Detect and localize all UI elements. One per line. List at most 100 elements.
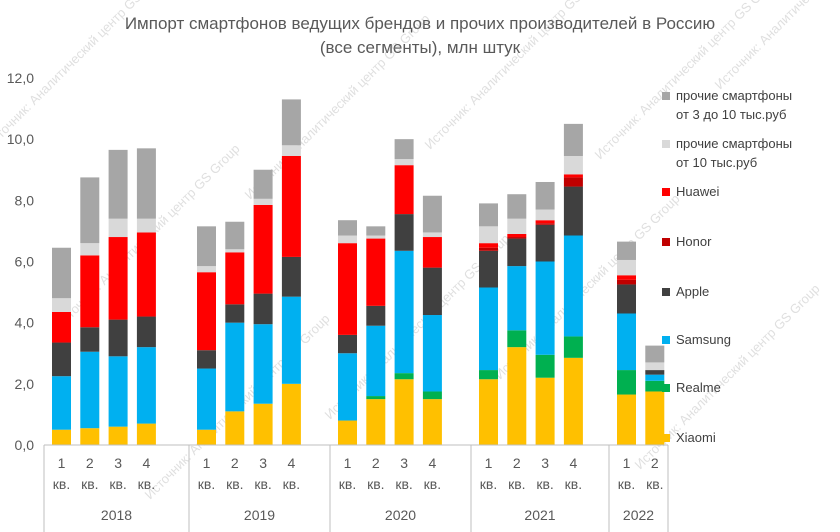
legend-swatch bbox=[662, 384, 670, 392]
legend-item: Xiaomi bbox=[662, 428, 716, 447]
bar-xiaomi bbox=[197, 429, 216, 445]
bar-samsung bbox=[108, 356, 128, 427]
x-year-label: 2018 bbox=[101, 507, 132, 523]
bar-прочие-смартфоны-от-3-до-10-тыс-руб bbox=[338, 220, 357, 236]
bar-samsung bbox=[253, 324, 273, 404]
x-year-label: 2020 bbox=[385, 507, 416, 523]
bar-apple bbox=[617, 284, 636, 314]
bar-прочие-смартфоны-от-3-до-10-тыс-руб bbox=[366, 226, 386, 236]
bar-xiaomi bbox=[366, 399, 386, 445]
bar-apple bbox=[507, 238, 527, 267]
bar-realme bbox=[366, 396, 386, 400]
x-quarter-number: 4 bbox=[570, 455, 578, 471]
bar-xiaomi bbox=[507, 347, 527, 445]
bar-прочие-смартфоны-от-10-тыс-руб bbox=[253, 198, 273, 205]
x-quarter-number: 4 bbox=[288, 455, 296, 471]
bar-huawei bbox=[108, 237, 128, 320]
bar-samsung bbox=[80, 351, 100, 429]
y-tick-label: 12,0 bbox=[7, 70, 34, 86]
bar-realme bbox=[617, 370, 636, 395]
legend-swatch bbox=[662, 288, 670, 296]
legend-swatch bbox=[662, 140, 670, 148]
bar-прочие-смартфоны-от-10-тыс-руб bbox=[197, 266, 216, 273]
bar-apple bbox=[422, 267, 442, 316]
bar-huawei bbox=[422, 237, 442, 268]
bar-прочие-смартфоны-от-3-до-10-тыс-руб bbox=[108, 149, 128, 219]
x-quarter-number: 4 bbox=[429, 455, 437, 471]
bar-huawei bbox=[136, 232, 156, 317]
bar-huawei bbox=[535, 220, 555, 224]
bar-прочие-смартфоны-от-10-тыс-руб bbox=[479, 226, 498, 244]
bar-прочие-смартфоны-от-3-до-10-тыс-руб bbox=[52, 247, 71, 299]
x-quarter-number: 1 bbox=[623, 455, 631, 471]
bar-прочие-смартфоны-от-3-до-10-тыс-руб bbox=[225, 221, 245, 250]
bar-samsung bbox=[479, 287, 498, 371]
y-tick-label: 2,0 bbox=[15, 376, 35, 392]
bar-прочие-смартфоны-от-3-до-10-тыс-руб bbox=[535, 181, 555, 210]
bar-honor bbox=[617, 279, 636, 285]
x-quarter-number: 2 bbox=[651, 455, 659, 471]
bar-apple bbox=[645, 370, 665, 375]
x-quarter-suffix: кв. bbox=[565, 476, 582, 492]
bar-huawei bbox=[479, 243, 498, 248]
x-quarter-number: 3 bbox=[114, 455, 122, 471]
legend-swatch bbox=[662, 336, 670, 344]
legend-label: прочие смартфоны bbox=[676, 88, 793, 103]
bar-honor bbox=[479, 247, 498, 251]
x-quarter-number: 2 bbox=[231, 455, 239, 471]
bar-прочие-смартфоны-от-10-тыс-руб bbox=[136, 218, 156, 233]
bar-apple bbox=[80, 327, 100, 352]
x-quarter-number: 3 bbox=[259, 455, 267, 471]
bar-xiaomi bbox=[52, 429, 71, 445]
chart-title: Импорт смартфонов ведущих брендов и проч… bbox=[124, 14, 716, 33]
bar-samsung bbox=[645, 374, 665, 381]
bar-honor bbox=[535, 223, 555, 225]
bar-прочие-смартфоны-от-10-тыс-руб bbox=[281, 145, 301, 156]
bar-huawei bbox=[52, 311, 71, 343]
x-quarter-suffix: кв. bbox=[395, 476, 412, 492]
bar-прочие-смартфоны-от-3-до-10-тыс-руб bbox=[645, 345, 665, 363]
y-tick-label: 6,0 bbox=[15, 254, 35, 270]
legend-label: Realme bbox=[676, 380, 721, 395]
bar-xiaomi bbox=[394, 379, 414, 445]
bar-realme bbox=[645, 380, 665, 392]
x-quarter-suffix: кв. bbox=[226, 476, 243, 492]
x-quarter-number: 1 bbox=[58, 455, 66, 471]
legend-item: прочие смартфоны от 3 до 10 тыс.руб bbox=[662, 86, 793, 124]
x-quarter-suffix: кв. bbox=[81, 476, 98, 492]
bar-apple bbox=[479, 250, 498, 288]
bar-xiaomi bbox=[108, 426, 128, 445]
bar-xiaomi bbox=[281, 383, 301, 445]
bar-apple bbox=[366, 305, 386, 326]
bar-прочие-смартфоны-от-10-тыс-руб bbox=[52, 298, 71, 312]
bar-honor bbox=[563, 177, 583, 187]
x-quarter-number: 1 bbox=[485, 455, 493, 471]
x-quarter-number: 4 bbox=[143, 455, 151, 471]
bar-прочие-смартфоны-от-3-до-10-тыс-руб bbox=[136, 148, 156, 219]
x-quarter-suffix: кв. bbox=[618, 476, 635, 492]
bar-huawei bbox=[338, 243, 357, 335]
bar-samsung bbox=[225, 322, 245, 412]
legend-item: Samsung bbox=[662, 330, 731, 349]
bar-apple bbox=[394, 214, 414, 251]
bar-прочие-смартфоны-от-10-тыс-руб bbox=[535, 209, 555, 221]
legend-label: Samsung bbox=[676, 332, 731, 347]
x-year-label: 2019 bbox=[244, 507, 275, 523]
chart-subtitle: (все сегменты), млн штук bbox=[319, 38, 521, 57]
bar-realme bbox=[479, 370, 498, 380]
bar-apple bbox=[197, 350, 216, 369]
x-quarter-suffix: кв. bbox=[53, 476, 70, 492]
legend-swatch bbox=[662, 188, 670, 196]
bar-huawei bbox=[253, 204, 273, 294]
legend-item: Apple bbox=[662, 282, 709, 301]
bar-xiaomi bbox=[225, 411, 245, 445]
x-quarter-suffix: кв. bbox=[646, 476, 663, 492]
x-quarter-number: 2 bbox=[86, 455, 94, 471]
bar-прочие-смартфоны-от-10-тыс-руб bbox=[563, 155, 583, 175]
bar-samsung bbox=[507, 266, 527, 331]
x-quarter-number: 2 bbox=[372, 455, 380, 471]
bar-samsung bbox=[338, 353, 357, 421]
x-year-label: 2022 bbox=[623, 507, 654, 523]
bar-прочие-смартфоны-от-3-до-10-тыс-руб bbox=[394, 139, 414, 160]
bar-samsung bbox=[366, 325, 386, 397]
